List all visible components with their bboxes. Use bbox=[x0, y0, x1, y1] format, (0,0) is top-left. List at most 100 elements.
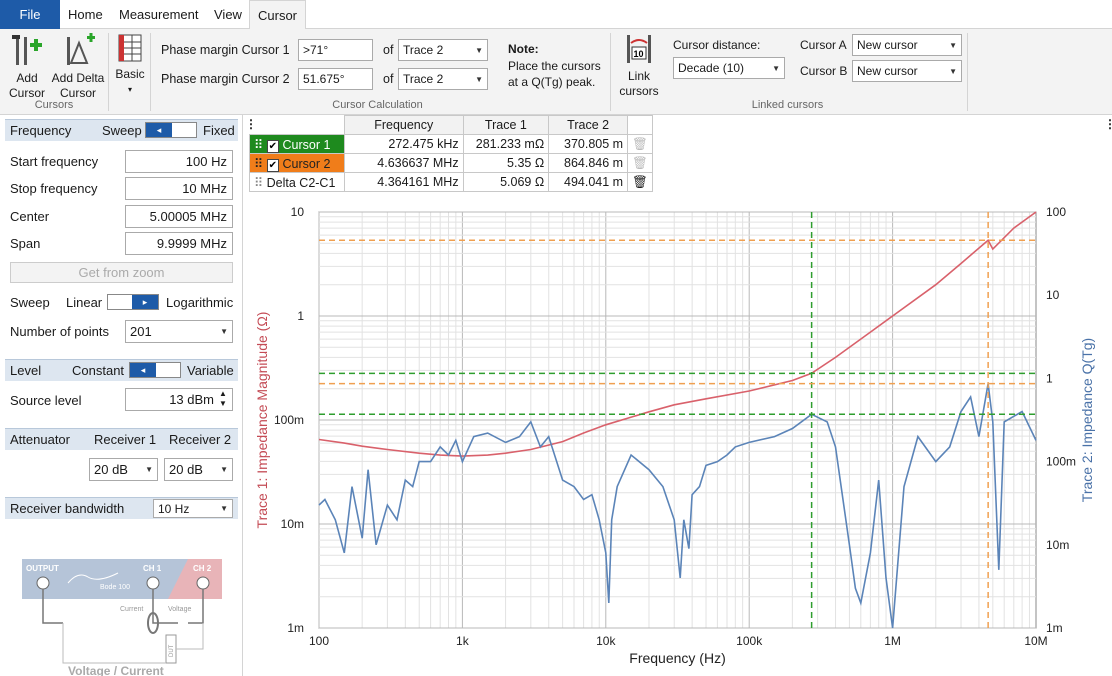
span-field[interactable]: 9.9999 MHz bbox=[125, 232, 233, 255]
cursor-table: Frequency Trace 1 Trace 2 ⠿ ✔ Cursor 1 2… bbox=[249, 115, 653, 192]
stop-frequency-field[interactable]: 10 MHz bbox=[125, 177, 233, 200]
trash-icon[interactable]: 🗑 bbox=[627, 153, 653, 173]
cursor1-name-cell[interactable]: ⠿ ✔ Cursor 1 bbox=[249, 134, 345, 154]
cursor2-name: Cursor 2 bbox=[282, 156, 331, 171]
constant-label: Constant bbox=[72, 363, 125, 378]
stop-frequency-label: Stop frequency bbox=[10, 181, 98, 196]
sweep-type-toggle[interactable]: ▸ bbox=[107, 294, 159, 310]
cursor-a-select[interactable]: New cursor ▼ bbox=[852, 34, 962, 56]
receiver2-label: Receiver 2 bbox=[169, 432, 232, 447]
cursor1-frequency: 272.475 kHz bbox=[343, 134, 464, 154]
separator bbox=[610, 33, 611, 111]
add-delta-label: Add Delta bbox=[51, 71, 105, 85]
trash-icon[interactable]: 🗑 bbox=[627, 172, 653, 192]
x-tick-label: 1k bbox=[456, 634, 470, 648]
corner-cell bbox=[249, 115, 345, 135]
y1-axis-label: Trace 1: Impedance Magnitude (Ω) bbox=[254, 312, 270, 529]
x-tick-label: 1M bbox=[884, 634, 901, 648]
add-cursor-button[interactable]: Add Cursor bbox=[4, 33, 50, 101]
panel-grip-icon[interactable]: ⋮ bbox=[1104, 117, 1112, 131]
linear-label: Linear bbox=[66, 295, 103, 310]
separator bbox=[108, 33, 109, 111]
fixed-label: Fixed bbox=[203, 123, 235, 138]
add-delta-icon bbox=[67, 33, 95, 65]
file-menu[interactable]: File bbox=[0, 0, 60, 29]
tab-measurement[interactable]: Measurement bbox=[119, 7, 199, 22]
pm2-label: Phase margin Cursor 2 bbox=[161, 72, 290, 86]
connection-diagram: OUTPUT CH 1 CH 2 Bode 100 Current Voltag… bbox=[22, 559, 222, 676]
number-of-points-value: 201 bbox=[130, 324, 152, 339]
pm1-trace-value: Trace 2 bbox=[403, 43, 444, 57]
number-of-points-select[interactable]: 201 ▼ bbox=[125, 320, 233, 343]
output-port-icon bbox=[36, 576, 50, 590]
y2-tick-label: 10m bbox=[1046, 538, 1069, 552]
tab-home[interactable]: Home bbox=[68, 7, 103, 22]
circuit-lines bbox=[62, 623, 204, 664]
ch2-label: CH 2 bbox=[193, 564, 212, 573]
distance-value: Decade (10) bbox=[678, 61, 745, 75]
basic-button[interactable]: Basic ▾ bbox=[112, 33, 148, 97]
add-cursor-icon bbox=[12, 35, 42, 65]
pm1-field[interactable]: >71° bbox=[298, 39, 373, 61]
col-trace2: Trace 2 bbox=[548, 115, 629, 135]
pm2-field[interactable]: 51.675° bbox=[298, 68, 373, 90]
level-header: Level Constant ◂ Variable bbox=[5, 359, 238, 381]
level-toggle[interactable]: ◂ bbox=[129, 362, 181, 378]
add-cursor-label2: Cursor bbox=[8, 86, 45, 100]
drag-handle-icon[interactable]: ⠿ bbox=[254, 137, 264, 152]
source-level-field[interactable]: 13 dBm bbox=[125, 388, 233, 411]
delta-trace2: 494.041 m bbox=[548, 172, 629, 192]
center-label: Center bbox=[10, 209, 50, 224]
link-cursors-button[interactable]: 10 Link cursors bbox=[616, 33, 662, 99]
cursor-b-label: Cursor B bbox=[800, 64, 848, 78]
x-tick-label: 100 bbox=[309, 634, 329, 648]
start-frequency-field[interactable]: 100 Hz bbox=[125, 150, 233, 173]
cursor2-name-cell[interactable]: ⠿ ✔ Cursor 2 bbox=[249, 153, 345, 173]
attenuator-header: Attenuator Receiver 1 Receiver 2 bbox=[5, 428, 238, 450]
bode-chart[interactable]: 100 1k 10k 100k 1M 10M1m10m100m1101m10m100m11… bbox=[249, 200, 1111, 676]
table-row[interactable]: ⠿ Delta C2-C1 4.364161 MHz 5.069 Ω 494.0… bbox=[249, 172, 653, 192]
table-row[interactable]: ⠿ ✔ Cursor 1 272.475 kHz 281.233 mΩ 370.… bbox=[249, 134, 653, 154]
pm1-trace-select[interactable]: Trace 2 ▼ bbox=[398, 39, 488, 61]
trash-icon[interactable]: 🗑 bbox=[627, 134, 653, 154]
distance-select[interactable]: Decade (10) ▼ bbox=[673, 57, 785, 79]
bandwidth-select[interactable]: 10 Hz ▼ bbox=[153, 499, 233, 518]
x-axis-label: Frequency (Hz) bbox=[629, 650, 725, 666]
tab-view[interactable]: View bbox=[214, 7, 242, 22]
tab-cursor[interactable]: Cursor bbox=[249, 0, 307, 30]
center-field[interactable]: 5.00005 MHz bbox=[125, 205, 233, 228]
cursor1-checkbox[interactable]: ✔ bbox=[266, 139, 280, 153]
pm2-trace-select[interactable]: Trace 2 ▼ bbox=[398, 68, 488, 90]
y1-tick-label: 1m bbox=[287, 621, 304, 635]
cursor2-checkbox[interactable]: ✔ bbox=[266, 158, 280, 172]
cursor-b-select[interactable]: New cursor ▼ bbox=[852, 60, 962, 82]
col-trace1: Trace 1 bbox=[462, 115, 550, 135]
chevron-down-icon: ▼ bbox=[220, 504, 228, 513]
add-cursor-label: Add bbox=[16, 71, 38, 85]
get-from-zoom-button[interactable]: Get from zoom bbox=[10, 262, 233, 283]
toggle-knob: ◂ bbox=[130, 363, 156, 377]
cursor1-name: Cursor 1 bbox=[282, 137, 331, 152]
x-tick-label: 10k bbox=[596, 634, 616, 648]
panel-grip-icon[interactable]: ⋮ bbox=[245, 117, 257, 131]
add-delta-cursor-button[interactable]: Add Delta Cursor bbox=[50, 33, 106, 101]
cursor2-trace1: 5.35 Ω bbox=[462, 153, 550, 173]
link-label2: cursors bbox=[619, 84, 659, 98]
current-label: Current bbox=[120, 606, 143, 613]
toggle-knob: ◂ bbox=[146, 123, 172, 137]
table-row[interactable]: ⠿ ✔ Cursor 2 4.636637 MHz 5.35 Ω 864.846… bbox=[249, 153, 653, 173]
drag-handle-icon[interactable]: ⠿ bbox=[254, 156, 264, 171]
cursor2-frequency: 4.636637 MHz bbox=[343, 153, 464, 173]
menu-bar: File Home Measurement View Cursor bbox=[0, 0, 1112, 30]
y2-tick-label: 1 bbox=[1046, 371, 1053, 385]
sweep-type-label: Sweep bbox=[10, 295, 50, 310]
ch1-label: CH 1 bbox=[143, 564, 162, 573]
sweep-fixed-toggle[interactable]: ◂ bbox=[145, 122, 197, 138]
drag-handle-icon[interactable]: ⠿ bbox=[254, 175, 264, 190]
link-icon: 10 bbox=[627, 35, 651, 63]
stepper-icon[interactable]: ▲ ▼ bbox=[219, 389, 227, 408]
settings-panel: Frequency Sweep ◂ Fixed Start frequency … bbox=[0, 115, 243, 676]
receiver1-attenuator-select[interactable]: 20 dB ▼ bbox=[89, 458, 158, 481]
delta-name-cell[interactable]: ⠿ Delta C2-C1 bbox=[249, 172, 345, 192]
receiver2-attenuator-select[interactable]: 20 dB ▼ bbox=[164, 458, 233, 481]
